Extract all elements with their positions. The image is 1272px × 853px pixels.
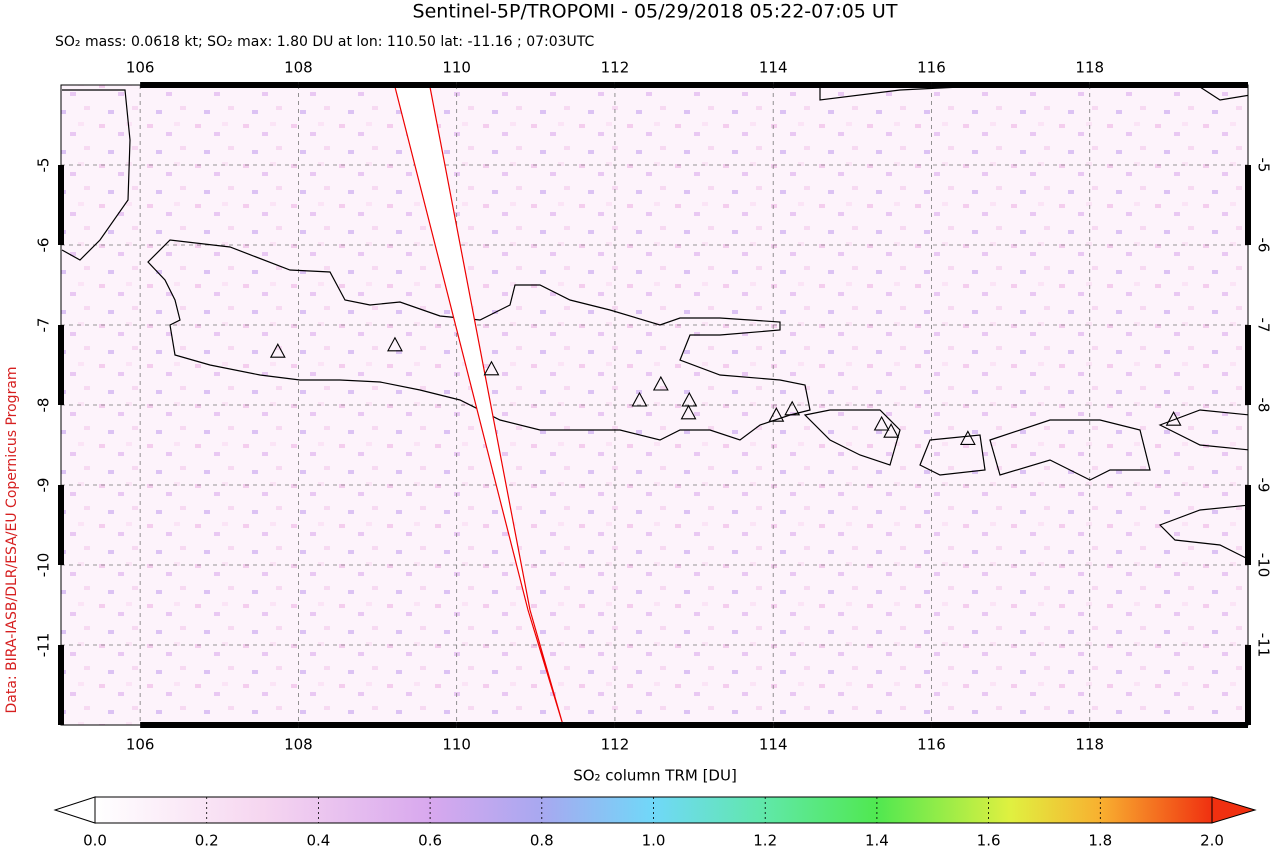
x-tick-label: 114 <box>759 59 788 77</box>
colorbar-tick-label: 1.0 <box>642 832 666 850</box>
credit: Data: BIRA-IASB/DLR/ESA/EU Copernicus Pr… <box>4 366 20 713</box>
coast <box>61 89 131 261</box>
plot-frame <box>60 84 1249 726</box>
colorbar-tick-label: 1.6 <box>977 832 1001 850</box>
coast <box>1158 409 1248 451</box>
colorbar-tick-label: 0.8 <box>530 832 554 850</box>
colorbar-tick-label: 0.6 <box>418 832 442 850</box>
x-tick-label: 108 <box>284 59 313 77</box>
colorbar-tick-label: 0.0 <box>83 832 107 850</box>
grid <box>61 85 1248 725</box>
volcano-marker <box>387 336 403 352</box>
volcano-marker <box>483 360 500 376</box>
volcano-marker <box>652 375 669 391</box>
colorbar <box>94 796 1213 824</box>
y-tick-label: -9 <box>1255 478 1272 493</box>
colorbar-max-arrow <box>1211 796 1257 824</box>
y-tick-label: -10 <box>1255 553 1272 578</box>
coast <box>919 434 986 476</box>
volcanoes <box>269 336 1182 445</box>
x-tick-label: 116 <box>917 59 946 77</box>
y-tick-label: -8 <box>1255 398 1272 413</box>
volcano-marker <box>873 415 890 431</box>
y-tick-label: -10 <box>35 553 53 578</box>
colorbar-tick-label: 0.4 <box>306 832 330 850</box>
volcano-marker <box>681 391 698 407</box>
x-tick-label: 112 <box>601 736 630 754</box>
y-tick-label: -5 <box>1255 158 1272 173</box>
colorbar-tick-label: 1.4 <box>865 832 889 850</box>
volcano-marker <box>631 391 648 407</box>
coastlines <box>61 86 1248 725</box>
y-tick-label: -7 <box>35 318 53 333</box>
volcano-marker <box>269 343 286 358</box>
volcano-marker <box>680 404 697 420</box>
chart-title: Sentinel-5P/TROPOMI - 05/29/2018 05:22-0… <box>413 1 898 23</box>
y-tick-label: -7 <box>1255 318 1272 333</box>
y-tick-label: -11 <box>35 633 53 658</box>
colorbar-tick-label: 1.2 <box>753 832 777 850</box>
volcano-marker <box>784 400 801 416</box>
coast <box>1199 86 1248 101</box>
subtitle: SO₂ mass: 0.0618 kt; SO₂ max: 1.80 DU at… <box>55 34 595 50</box>
volcano-marker <box>883 423 900 438</box>
volcano-marker <box>768 407 785 422</box>
x-tick-label: 118 <box>1075 59 1104 77</box>
x-tick-label: 108 <box>284 736 313 754</box>
y-tick-label: -11 <box>1255 633 1272 658</box>
coast <box>147 239 811 441</box>
colorbar-label: SO₂ column TRM [DU] <box>573 767 737 785</box>
x-tick-label: 110 <box>442 59 471 77</box>
y-tick-label: -5 <box>35 158 53 173</box>
coast <box>1158 504 1248 560</box>
x-tick-label: 110 <box>442 736 471 754</box>
x-tick-label: 114 <box>759 736 788 754</box>
x-tick-label: 116 <box>917 736 946 754</box>
colorbar-tick-label: 2.0 <box>1200 832 1224 850</box>
colorbar-ticks: 0.0 0.2 0.4 0.6 0.8 1.0 1.2 1.4 1.6 1.8 2.0 <box>83 797 1224 850</box>
coast <box>989 419 1151 481</box>
colorbar-tick-label: 1.8 <box>1088 832 1112 850</box>
volcano-marker <box>959 430 976 445</box>
coast <box>803 409 901 466</box>
y-tick-label: -6 <box>1255 238 1272 253</box>
x-tick-label: 118 <box>1075 736 1104 754</box>
colorbar-min-arrow <box>53 796 96 824</box>
y-tick-label: -8 <box>35 398 53 413</box>
x-tick-label: 106 <box>126 736 155 754</box>
colorbar-tick-label: 0.2 <box>195 832 219 850</box>
volcano-marker <box>1165 411 1182 426</box>
coast <box>819 86 961 101</box>
x-tick-label: 106 <box>126 59 155 77</box>
y-tick-label: -6 <box>35 238 53 253</box>
x-tick-label: 112 <box>601 59 630 77</box>
y-tick-label: -9 <box>35 478 53 493</box>
